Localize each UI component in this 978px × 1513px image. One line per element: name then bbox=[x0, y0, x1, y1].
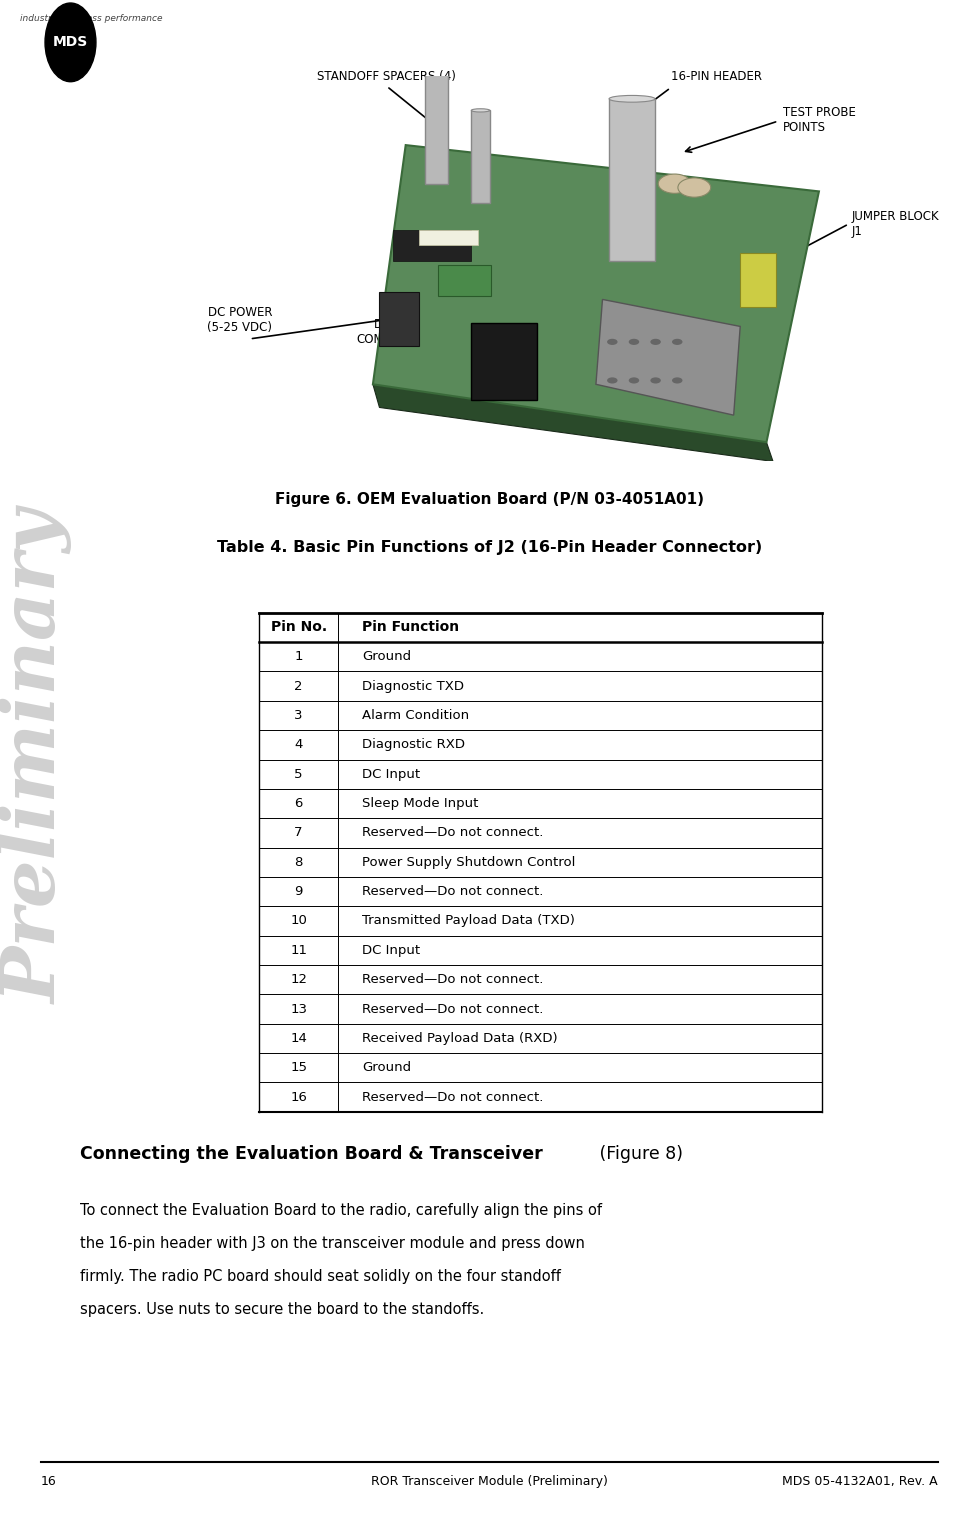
Text: firmly. The radio PC board should seat solidly on the four standoff: firmly. The radio PC board should seat s… bbox=[80, 1269, 560, 1285]
Text: To connect the Evaluation Board to the radio, carefully align the pins of: To connect the Evaluation Board to the r… bbox=[80, 1203, 601, 1218]
Text: 9: 9 bbox=[294, 885, 302, 899]
Text: Diagnostic TXD: Diagnostic TXD bbox=[362, 679, 464, 693]
Polygon shape bbox=[373, 384, 773, 461]
Text: DATA CONNECTOR
(DB-9): DATA CONNECTOR (DB-9) bbox=[522, 313, 632, 342]
Bar bbox=[438, 265, 491, 295]
Circle shape bbox=[606, 377, 617, 383]
Text: (Figure 8): (Figure 8) bbox=[594, 1145, 683, 1163]
Text: Reserved—Do not connect.: Reserved—Do not connect. bbox=[362, 973, 543, 986]
Polygon shape bbox=[373, 145, 818, 442]
Text: 16: 16 bbox=[41, 1475, 57, 1489]
Text: STANDOFF SPACERS (4): STANDOFF SPACERS (4) bbox=[317, 70, 456, 83]
Circle shape bbox=[606, 339, 617, 345]
Text: MDS: MDS bbox=[53, 35, 88, 50]
Circle shape bbox=[671, 339, 682, 345]
Text: Connecting the Evaluation Board & Transceiver: Connecting the Evaluation Board & Transc… bbox=[80, 1145, 543, 1163]
Text: 12: 12 bbox=[289, 973, 307, 986]
Text: 14: 14 bbox=[289, 1032, 307, 1045]
Circle shape bbox=[628, 377, 639, 383]
Text: DC Input: DC Input bbox=[362, 944, 420, 956]
Text: Transmitted Payload Data (TXD): Transmitted Payload Data (TXD) bbox=[362, 914, 574, 927]
Text: 11: 11 bbox=[289, 944, 307, 956]
Text: ROR Transceiver Module (Preliminary): ROR Transceiver Module (Preliminary) bbox=[371, 1475, 607, 1489]
Bar bbox=[739, 253, 776, 307]
Ellipse shape bbox=[608, 95, 654, 103]
Polygon shape bbox=[596, 300, 739, 415]
Text: TEST PROBE
POINTS: TEST PROBE POINTS bbox=[782, 106, 855, 135]
Text: Power Supply Shutdown Control: Power Supply Shutdown Control bbox=[362, 856, 575, 868]
Circle shape bbox=[657, 174, 690, 194]
Circle shape bbox=[649, 339, 660, 345]
Text: Reserved—Do not connect.: Reserved—Do not connect. bbox=[362, 1091, 543, 1103]
Text: spacers. Use nuts to secure the board to the standoffs.: spacers. Use nuts to secure the board to… bbox=[80, 1303, 484, 1318]
Text: 4: 4 bbox=[294, 738, 302, 752]
Text: 1: 1 bbox=[294, 651, 302, 663]
Text: 7: 7 bbox=[294, 826, 302, 840]
Text: MDS 05-4132A01, Rev. A: MDS 05-4132A01, Rev. A bbox=[781, 1475, 937, 1489]
Bar bbox=[392, 230, 470, 260]
Text: DIAGNOSTIC
COMMUNICATIONS
(RJ-11): DIAGNOSTIC COMMUNICATIONS (RJ-11) bbox=[356, 318, 466, 360]
Text: DC Input: DC Input bbox=[362, 767, 420, 781]
Text: Reserved—Do not connect.: Reserved—Do not connect. bbox=[362, 826, 543, 840]
Bar bbox=[424, 68, 448, 183]
Text: Pin Function: Pin Function bbox=[362, 620, 459, 634]
Bar bbox=[608, 98, 654, 260]
Bar bbox=[419, 230, 477, 245]
Text: Reserved—Do not connect.: Reserved—Do not connect. bbox=[362, 885, 543, 899]
Ellipse shape bbox=[470, 109, 489, 112]
Text: 10: 10 bbox=[289, 914, 307, 927]
Text: 5: 5 bbox=[294, 767, 302, 781]
Text: Ground: Ground bbox=[362, 651, 411, 663]
Circle shape bbox=[45, 3, 96, 82]
Circle shape bbox=[628, 339, 639, 345]
Text: industrial wireless performance: industrial wireless performance bbox=[20, 14, 162, 23]
Text: 16-PIN HEADER: 16-PIN HEADER bbox=[670, 70, 761, 83]
Text: the 16-pin header with J3 on the transceiver module and press down: the 16-pin header with J3 on the transce… bbox=[80, 1236, 585, 1251]
Text: 16: 16 bbox=[289, 1091, 307, 1103]
Text: 6: 6 bbox=[294, 797, 302, 809]
Text: 8: 8 bbox=[294, 856, 302, 868]
Text: 2: 2 bbox=[294, 679, 302, 693]
Text: DC POWER
(5-25 VDC): DC POWER (5-25 VDC) bbox=[207, 306, 272, 334]
Text: 15: 15 bbox=[289, 1061, 307, 1074]
Text: Ground: Ground bbox=[362, 1061, 411, 1074]
Ellipse shape bbox=[425, 67, 448, 70]
Text: Preliminary: Preliminary bbox=[0, 510, 74, 1003]
Circle shape bbox=[649, 377, 660, 383]
Text: Pin No.: Pin No. bbox=[270, 620, 327, 634]
Text: Received Payload Data (RXD): Received Payload Data (RXD) bbox=[362, 1032, 557, 1045]
Text: JUMPER BLOCK
J1: JUMPER BLOCK J1 bbox=[851, 210, 939, 238]
Text: 3: 3 bbox=[294, 710, 302, 722]
Text: Table 4. Basic Pin Functions of J2 (16-Pin Header Connector): Table 4. Basic Pin Functions of J2 (16-P… bbox=[217, 540, 761, 555]
Bar bbox=[470, 322, 536, 399]
Circle shape bbox=[671, 377, 682, 383]
Text: Figure 6. OEM Evaluation Board (P/N 03-4051A01): Figure 6. OEM Evaluation Board (P/N 03-4… bbox=[275, 492, 703, 507]
Circle shape bbox=[677, 179, 710, 197]
Bar bbox=[470, 110, 489, 203]
Text: Diagnostic RXD: Diagnostic RXD bbox=[362, 738, 465, 752]
Text: Sleep Mode Input: Sleep Mode Input bbox=[362, 797, 478, 809]
Text: 13: 13 bbox=[289, 1003, 307, 1015]
Text: Alarm Condition: Alarm Condition bbox=[362, 710, 468, 722]
Bar bbox=[379, 292, 419, 346]
Text: Reserved—Do not connect.: Reserved—Do not connect. bbox=[362, 1003, 543, 1015]
